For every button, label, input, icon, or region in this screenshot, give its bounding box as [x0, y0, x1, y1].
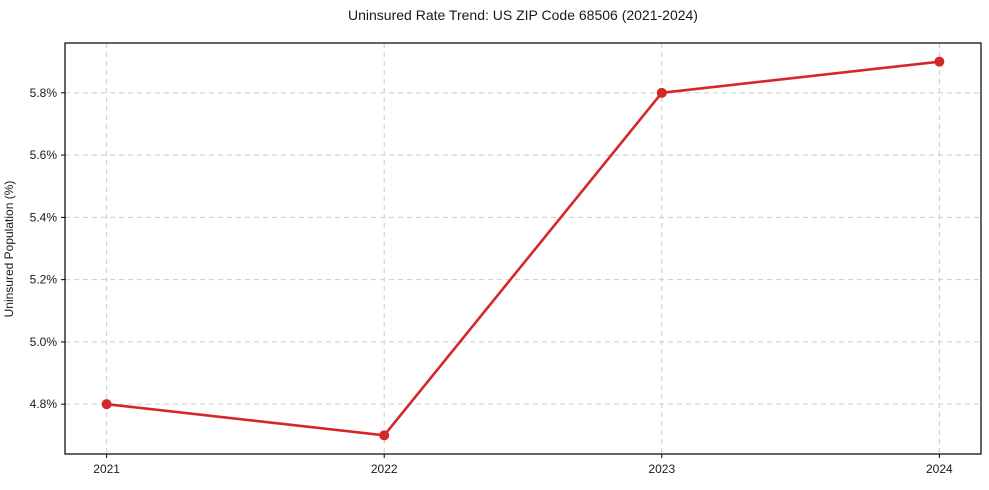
y-tick-label: 5.2%	[30, 273, 58, 287]
data-line	[105, 60, 941, 437]
x-tick-label: 2023	[648, 462, 675, 476]
data-point	[656, 87, 667, 98]
data-point	[101, 399, 112, 410]
plot-frame	[64, 42, 982, 455]
x-tick-label: 2021	[93, 462, 120, 476]
data-point	[934, 56, 945, 67]
y-tick-label: 5.0%	[30, 335, 58, 349]
x-tick-label: 2024	[926, 462, 953, 476]
y-tick-label: 4.8%	[30, 397, 58, 411]
y-axis-label: Uninsured Population (%)	[2, 180, 16, 318]
chart-title: Uninsured Rate Trend: US ZIP Code 68506 …	[348, 7, 698, 23]
y-tick-label: 5.4%	[30, 210, 58, 224]
y-tick-label: 5.6%	[30, 148, 58, 162]
data-point	[379, 430, 390, 441]
x-tick-label: 2022	[371, 462, 398, 476]
y-tick-label: 5.8%	[30, 86, 58, 100]
